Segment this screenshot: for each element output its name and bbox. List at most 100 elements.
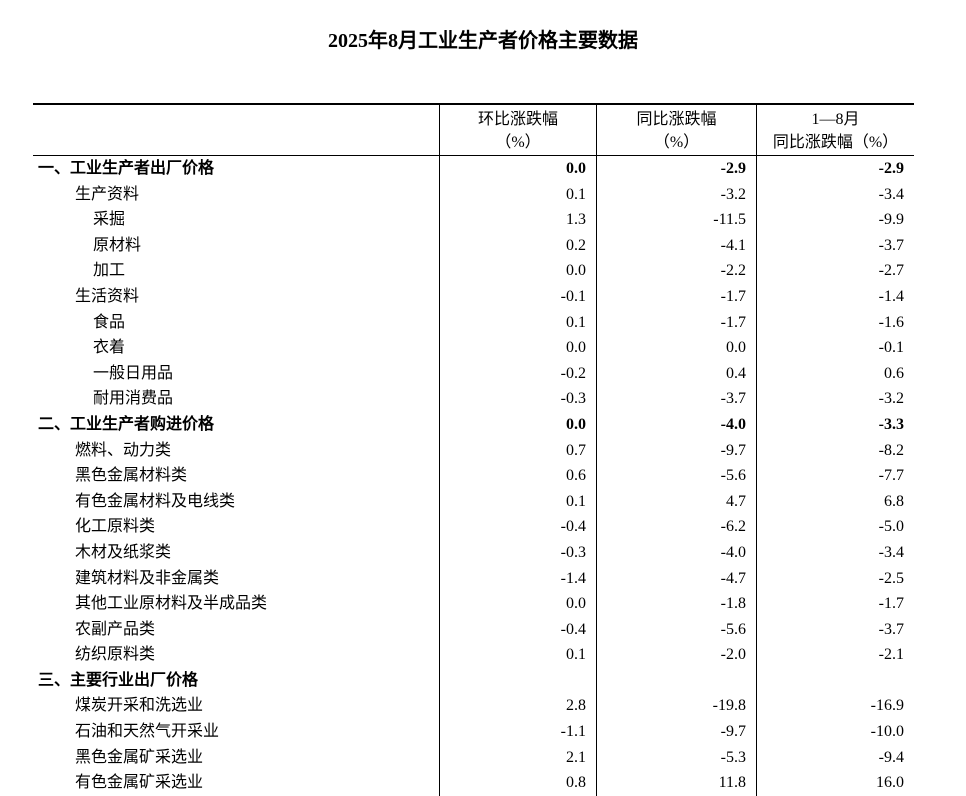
ytd-value: -3.2 [756,386,914,412]
table-row: 二、工业生产者购进价格 0.0 -4.0 -3.3 [33,411,914,438]
mom-value: 0.1 [439,309,597,336]
header-yoy: 同比涨跌幅 （%） [596,103,757,156]
row-label: 石油和天然气开采业 [75,723,220,741]
mom-value [439,667,597,694]
yoy-value: -4.0 [596,539,757,566]
table-row: 农副产品类 -0.4 -5.6 -3.7 [33,616,914,643]
ytd-value: -3.4 [756,539,914,566]
row-label: 有色金属矿采选业 [75,774,204,792]
yoy-value: -5.6 [596,616,757,643]
mom-value: 0.0 [439,591,597,617]
table-row: 石油和天然气开采业 -1.1 -9.7 -10.0 [33,719,914,745]
ytd-value: -2.1 [756,642,914,668]
mom-value: 0.7 [439,437,597,464]
row-label: 生产资料 [75,185,140,203]
row-label: 三、主要行业出厂价格 [38,671,199,689]
table-row: 生活资料 -0.1 -1.7 -1.4 [33,283,914,310]
row-label: 食品 [93,313,126,331]
ytd-value: -5.0 [756,514,914,540]
yoy-value: -1.7 [596,309,757,336]
header-mom: 环比涨跌幅 （%） [439,103,597,156]
yoy-value: -5.6 [596,463,757,489]
row-label: 化工原料类 [75,518,156,536]
mom-value: 0.1 [439,181,597,208]
mom-value: 0.8 [439,770,597,796]
header-mom-line1: 环比涨跌幅 [477,111,558,128]
yoy-value: -19.8 [596,693,757,720]
yoy-value: -2.9 [596,155,757,182]
mom-value: 0.1 [439,488,597,515]
row-label: 有色金属材料及电线类 [75,492,236,510]
mom-value: 0.0 [439,155,597,182]
yoy-value: -4.0 [596,411,757,438]
mom-value: 2.1 [439,744,597,771]
table-row: 采掘 1.3 -11.5 -9.9 [33,207,914,233]
ytd-value: 16.0 [756,770,914,796]
ytd-value: -9.9 [756,207,914,233]
ytd-value: -2.7 [756,258,914,284]
ytd-value [756,667,914,694]
ytd-value: -16.9 [756,693,914,720]
ytd-value: -1.7 [756,591,914,617]
ytd-value: -3.3 [756,411,914,438]
yoy-value: -11.5 [596,207,757,233]
row-label: 一般日用品 [93,364,174,382]
table-row: 有色金属材料及电线类 0.1 4.7 6.8 [33,488,914,515]
yoy-value: -5.3 [596,744,757,771]
ytd-value: -3.7 [756,616,914,643]
ytd-value: -8.2 [756,437,914,464]
table-row: 生产资料 0.1 -3.2 -3.4 [33,181,914,208]
mom-value: 0.0 [439,411,597,438]
row-label: 木材及纸浆类 [75,543,172,561]
yoy-value: -4.1 [596,232,757,259]
table-row: 加工 0.0 -2.2 -2.7 [33,258,914,284]
row-label: 其他工业原材料及半成品类 [75,595,268,613]
header-mom-line2: （%） [495,134,541,151]
mom-value: 2.8 [439,693,597,720]
table-row: 三、主要行业出厂价格 [33,667,914,694]
yoy-value: -9.7 [596,719,757,745]
row-label: 衣着 [93,339,126,357]
row-label: 二、工业生产者购进价格 [38,415,215,433]
row-label: 一、工业生产者出厂价格 [38,160,215,177]
table-row: 衣着 0.0 0.0 -0.1 [33,335,914,361]
mom-value: 0.2 [439,232,597,259]
mom-value: -0.3 [439,539,597,566]
mom-value: 0.0 [439,335,597,361]
row-label: 耐用消费品 [93,390,174,408]
mom-value: -0.2 [439,360,597,387]
table-row: 木材及纸浆类 -0.3 -4.0 -3.4 [33,539,914,566]
row-label: 黑色金属材料类 [75,467,188,485]
ytd-value: -3.7 [756,232,914,259]
ytd-value: -10.0 [756,719,914,745]
yoy-value: -2.2 [596,258,757,284]
ytd-value: -9.4 [756,744,914,771]
mom-value: -0.3 [439,386,597,412]
ytd-value: -1.6 [756,309,914,336]
header-ytd-line2: 同比涨跌幅（%） [772,134,899,151]
header-ytd: 1—8月 同比涨跌幅（%） [756,103,914,156]
ytd-value: 0.6 [756,360,914,387]
mom-value: -0.4 [439,616,597,643]
row-label: 采掘 [93,211,126,229]
header-blank [33,103,440,156]
table-row: 化工原料类 -0.4 -6.2 -5.0 [33,514,914,540]
table-row: 煤炭开采和洗选业 2.8 -19.8 -16.9 [33,693,914,720]
yoy-value: -4.7 [596,565,757,592]
mom-value: -1.4 [439,565,597,592]
header-yoy-line2: （%） [653,134,700,151]
yoy-value: -3.7 [596,386,757,412]
mom-value: -1.1 [439,719,597,745]
yoy-value: -6.2 [596,514,757,540]
mom-value: 0.6 [439,463,597,489]
table-row: 其他工业原材料及半成品类 0.0 -1.8 -1.7 [33,591,914,617]
mom-value: 0.0 [439,258,597,284]
row-label: 农副产品类 [75,620,156,638]
mom-value: -0.4 [439,514,597,540]
yoy-value: 4.7 [596,488,757,515]
ytd-value: -3.4 [756,181,914,208]
ytd-value: -0.1 [756,335,914,361]
yoy-value: -9.7 [596,437,757,464]
row-label: 纺织原料类 [75,646,156,664]
table-row: 耐用消费品 -0.3 -3.7 -3.2 [33,386,914,412]
